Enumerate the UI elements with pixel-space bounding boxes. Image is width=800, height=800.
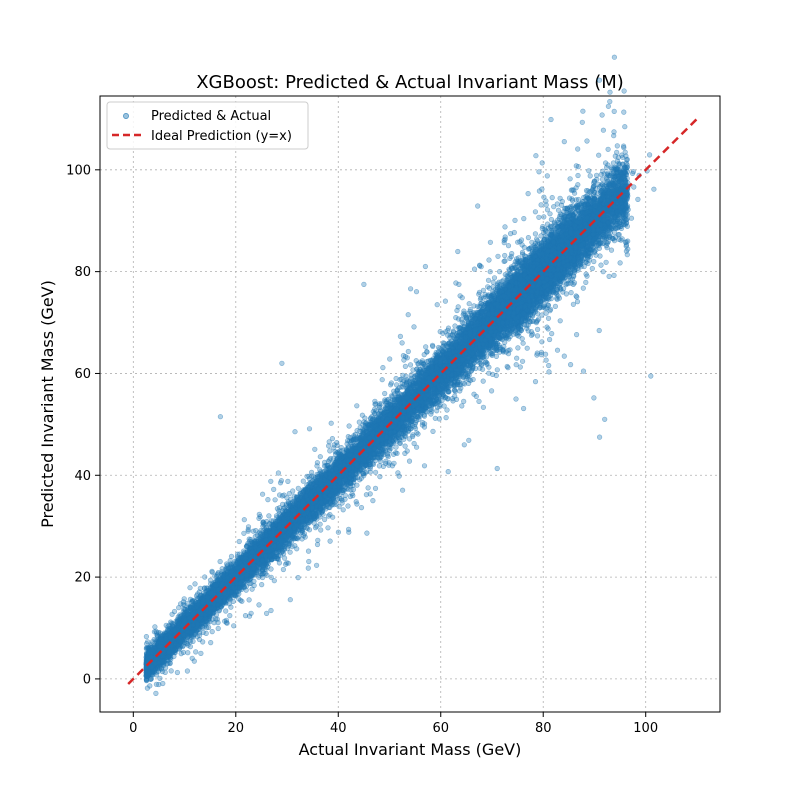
scatter-point <box>380 365 386 371</box>
scatter-point <box>494 367 500 373</box>
scatter-point <box>480 404 487 410</box>
scatter-point <box>340 507 346 513</box>
scatter-point <box>512 217 518 223</box>
scatter-point <box>461 398 467 405</box>
scatter-point <box>549 195 555 201</box>
scatter-point <box>520 405 527 412</box>
scatter-point <box>415 431 421 437</box>
scatter-point <box>487 239 494 245</box>
scatter-point <box>534 326 541 333</box>
scatter-point <box>513 396 519 402</box>
scatter-point <box>538 202 544 208</box>
scatter-point <box>539 339 545 345</box>
scatter-point <box>546 336 553 343</box>
scatter-point <box>546 362 552 369</box>
scatter-point <box>407 362 414 368</box>
scatter-point <box>494 465 500 472</box>
scatter-point <box>536 214 542 220</box>
scatter-point <box>192 581 198 587</box>
scatter-point <box>586 168 592 174</box>
scatter-point <box>591 395 597 401</box>
scatter-point <box>275 470 282 476</box>
scatter-point <box>268 607 274 614</box>
scatter-point <box>430 343 436 350</box>
scatter-point <box>184 668 190 674</box>
scatter-point <box>322 516 328 523</box>
scatter-point <box>514 355 520 361</box>
scatter-point <box>335 529 342 535</box>
scatter-point <box>193 649 199 655</box>
chart-title: XGBoost: Predicted & Actual Invariant Ma… <box>196 72 624 93</box>
scatter-point <box>271 486 277 493</box>
scatter-point <box>315 537 321 543</box>
scatter-point <box>596 77 603 83</box>
scatter-point <box>617 260 623 266</box>
scatter-point <box>231 623 237 629</box>
scatter-point <box>614 149 620 155</box>
scatter-point <box>532 209 539 215</box>
scatter-point <box>521 216 527 222</box>
scatter-point <box>452 323 458 329</box>
scatter-point <box>646 152 653 158</box>
scatter-point <box>480 378 486 384</box>
scatter-point <box>406 458 413 464</box>
scatter-point <box>622 124 628 130</box>
scatter-point <box>282 555 288 561</box>
scatter-point <box>542 351 549 357</box>
scatter-point <box>272 497 278 503</box>
grid-lines <box>100 96 720 712</box>
scatter-point <box>466 437 472 443</box>
scatter-point <box>490 279 496 285</box>
scatter-point <box>314 541 321 548</box>
scatter-point <box>520 340 526 346</box>
scatter-point <box>621 109 627 115</box>
scatter-point <box>541 214 547 220</box>
scatter-point <box>545 315 552 321</box>
scatter-point <box>236 538 242 545</box>
scatter-point <box>568 290 574 296</box>
scatter-point <box>306 426 313 432</box>
